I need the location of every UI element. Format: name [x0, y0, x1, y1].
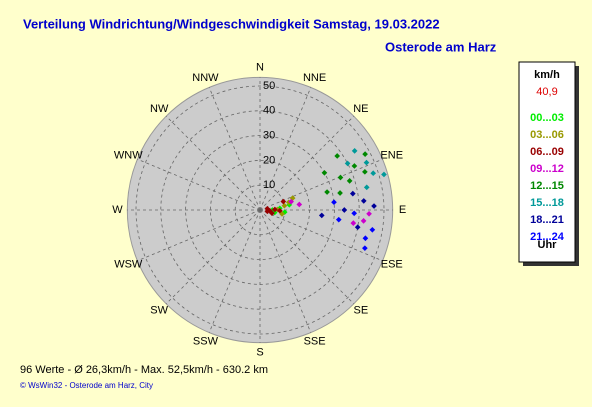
legend-entry: 15...18	[530, 197, 564, 209]
data-point	[280, 198, 287, 205]
data-point	[351, 210, 358, 217]
credit: © WsWin32 - Osterode am Harz, City	[20, 381, 153, 390]
data-point	[344, 160, 351, 167]
grid-circle	[135, 85, 385, 335]
legend-entry: 09...12	[530, 163, 564, 175]
data-point	[354, 224, 361, 231]
legend-entry: 18...21	[530, 214, 564, 226]
data-point	[337, 190, 343, 196]
r-tick-label: 30	[263, 130, 275, 142]
r-tick-label: 40	[263, 105, 275, 117]
legend-entry: 00...03	[530, 112, 564, 124]
chart-subtitle: Osterode am Harz	[385, 39, 497, 54]
spoke	[165, 115, 261, 211]
data-point	[362, 245, 368, 251]
direction-label: NNE	[303, 72, 326, 84]
data-point	[351, 163, 358, 169]
spoke	[165, 209, 261, 305]
legend-footer: Uhr	[538, 239, 558, 251]
data-point	[276, 207, 283, 214]
data-point	[369, 226, 376, 233]
grid-circle	[185, 135, 335, 285]
spoke	[259, 209, 383, 262]
data-point	[288, 198, 294, 205]
spoke	[137, 209, 261, 262]
data-point	[370, 170, 377, 177]
data-point	[366, 210, 372, 217]
direction-label: N	[256, 61, 264, 73]
direction-label: SW	[150, 305, 168, 317]
data-point	[324, 189, 330, 195]
data-point	[296, 201, 303, 208]
data-point	[363, 184, 370, 191]
direction-label: E	[399, 204, 406, 216]
spoke	[259, 209, 312, 333]
footer: 96 Werte - Ø 26,3km/h - Max. 52,5km/h - …	[20, 364, 268, 376]
direction-label: ESE	[381, 258, 403, 270]
spoke	[259, 209, 355, 305]
data-point	[363, 159, 370, 166]
data-point	[360, 198, 367, 204]
direction-label: NE	[353, 103, 368, 115]
chart-title: Verteilung Windrichtung/Windgeschwindigk…	[23, 16, 440, 31]
r-tick-label: 10	[263, 179, 275, 191]
data-point	[351, 148, 358, 154]
data-point	[349, 190, 356, 197]
legend-box	[518, 61, 576, 263]
legend-entry: 21...24	[530, 231, 565, 243]
data-point	[335, 216, 342, 223]
grid-circle	[209, 159, 310, 260]
r-tick-label: 50	[263, 80, 275, 92]
data-point	[381, 171, 387, 178]
data-point	[362, 169, 368, 175]
data-point	[331, 199, 337, 206]
data-point	[360, 218, 367, 224]
data-point	[350, 220, 357, 226]
data-point	[318, 212, 325, 219]
data-point	[362, 151, 368, 157]
direction-label: NW	[150, 103, 169, 115]
data-point	[269, 210, 275, 217]
spoke	[259, 158, 383, 211]
data-point	[346, 178, 353, 184]
direction-label: ENE	[380, 149, 403, 161]
legend-entry: 12...15	[530, 180, 564, 192]
spoke	[259, 115, 355, 211]
data-point	[264, 205, 271, 212]
direction-label: NNW	[192, 72, 219, 84]
legend-header: km/h	[534, 69, 560, 81]
direction-label: SSW	[193, 336, 219, 348]
data-point	[281, 202, 288, 209]
spoke	[137, 158, 261, 211]
spoke	[208, 87, 261, 211]
legend-entry: 06...09	[530, 146, 564, 158]
spoke	[208, 209, 261, 333]
data-point	[362, 235, 369, 242]
data-point	[371, 203, 377, 209]
legend-note: 40,9	[536, 86, 557, 98]
direction-label: S	[256, 347, 263, 359]
grid-circle	[160, 110, 360, 310]
data-point	[272, 206, 278, 213]
spoke	[259, 87, 312, 211]
direction-label: SE	[353, 305, 368, 317]
direction-label: WNW	[114, 149, 143, 161]
data-point	[337, 174, 344, 181]
direction-label: SSE	[304, 336, 326, 348]
data-point	[334, 153, 341, 159]
direction-label: W	[112, 204, 123, 216]
r-tick-label: 20	[263, 154, 275, 166]
data-point	[321, 169, 328, 176]
direction-label: WSW	[114, 258, 143, 270]
legend-entry: 03...06	[530, 129, 564, 141]
data-point	[341, 207, 348, 213]
